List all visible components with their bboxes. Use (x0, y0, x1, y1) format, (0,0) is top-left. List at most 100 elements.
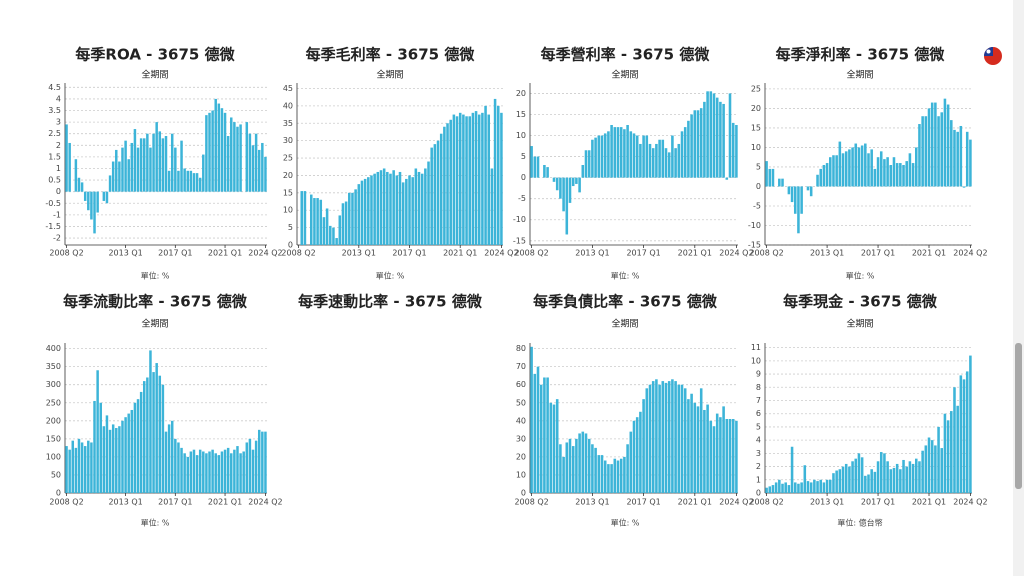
y-tick-label: -10 (748, 221, 761, 230)
bar (121, 420, 124, 493)
bar (715, 413, 719, 493)
bar (65, 124, 68, 192)
bar (597, 455, 601, 493)
bar (543, 165, 546, 178)
bar (127, 159, 130, 192)
y-tick-label: 15 (751, 123, 761, 132)
bar (130, 142, 134, 192)
bar (864, 143, 867, 187)
y-tick-label: 10 (751, 143, 761, 152)
scrollbar-thumb[interactable] (1015, 343, 1022, 489)
y-tick-label: 0 (521, 489, 526, 498)
bar (778, 178, 781, 187)
bar (677, 384, 681, 493)
bar (774, 482, 778, 493)
flag-icon[interactable] (984, 47, 1002, 65)
bar (146, 377, 149, 493)
bar (300, 191, 304, 245)
bar (105, 415, 109, 493)
bar (655, 143, 658, 178)
bar (332, 227, 335, 245)
y-tick-label: 35 (283, 119, 293, 128)
bar (230, 117, 233, 192)
bar (674, 148, 677, 178)
bar (559, 177, 562, 199)
bar (914, 147, 918, 187)
y-tick-label: 70 (516, 362, 526, 371)
y-tick-label: 1 (56, 164, 61, 173)
bar (562, 177, 565, 212)
y-tick-label: 1.5 (48, 152, 61, 161)
bar (800, 482, 803, 493)
bar (481, 112, 484, 246)
bar (143, 138, 146, 192)
bar (118, 161, 121, 192)
bar (143, 381, 146, 493)
x-tick-label: 2017 Q1 (861, 498, 895, 507)
bar (257, 149, 261, 192)
y-tick-label: 4.5 (48, 83, 61, 92)
bar (139, 138, 143, 192)
bar (74, 447, 78, 493)
bar (170, 133, 174, 192)
bar (895, 163, 899, 187)
bar (264, 156, 267, 192)
bar (607, 131, 610, 178)
bar (809, 482, 813, 493)
bar (677, 143, 681, 178)
y-tick-label: 3 (756, 449, 761, 458)
bar (493, 98, 497, 245)
bar (183, 453, 186, 493)
bar (610, 125, 613, 178)
bar (111, 424, 115, 493)
bar (335, 238, 338, 245)
bar (921, 116, 924, 187)
bar (905, 466, 908, 493)
unit-label: 單位: % (611, 518, 640, 528)
y-tick-label: 50 (51, 470, 61, 479)
y-tick-label: -15 (513, 236, 526, 245)
bar (245, 442, 249, 493)
bar (115, 428, 118, 493)
bar (613, 127, 617, 178)
bar (661, 381, 665, 493)
bar (937, 426, 940, 493)
bar (771, 485, 775, 493)
y-tick-label: 5 (756, 162, 761, 171)
y-tick-label: 150 (46, 434, 61, 443)
bar (568, 438, 572, 493)
bar (313, 198, 316, 245)
bar (632, 133, 636, 178)
x-tick-label: 2017 Q1 (158, 498, 192, 507)
bar (549, 402, 553, 493)
bar (226, 447, 230, 493)
bar (102, 426, 106, 493)
bar (683, 127, 687, 178)
y-tick-label: 3.5 (48, 106, 61, 115)
bar (389, 173, 392, 245)
bar (351, 192, 354, 245)
bar (715, 97, 719, 178)
bar (953, 387, 956, 493)
bar (651, 381, 655, 493)
bar (699, 388, 703, 493)
bar (946, 420, 950, 493)
bar (329, 225, 332, 245)
bar (905, 161, 908, 187)
bar (969, 355, 972, 493)
bar (709, 91, 713, 178)
bar (186, 456, 189, 493)
bar (829, 479, 832, 493)
bar (584, 150, 588, 178)
bar (594, 447, 597, 493)
bar (533, 156, 537, 178)
bar (192, 449, 196, 493)
bar (392, 170, 395, 245)
bar (924, 116, 928, 187)
bar (784, 482, 787, 493)
scrollbar-track[interactable] (1013, 0, 1024, 576)
bar (626, 125, 629, 178)
bar (575, 177, 578, 184)
bar (146, 133, 149, 192)
y-tick-label: 0 (521, 173, 526, 182)
